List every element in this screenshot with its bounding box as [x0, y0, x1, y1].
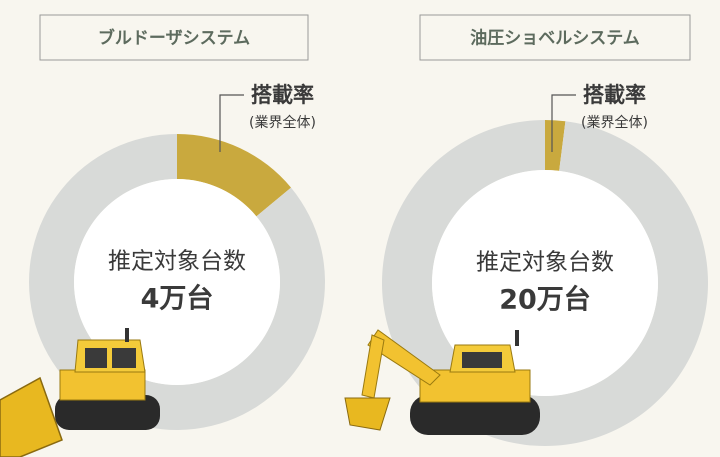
donut-slice	[545, 120, 566, 171]
chart-title: ブルドーザシステム	[98, 28, 250, 49]
bulldozer-illustration	[0, 328, 160, 457]
annotation: (業界全体)	[249, 114, 316, 131]
title-box	[419, 14, 691, 61]
title-box	[39, 14, 309, 61]
excavator-illustration	[344, 329, 540, 435]
center-label: 推定対象台数	[476, 250, 614, 276]
annotation-leader	[551, 94, 576, 152]
chart-title: 油圧ショベルシステム	[470, 28, 640, 49]
donut-hole	[432, 170, 658, 396]
slice-label: 搭載率	[251, 83, 314, 107]
slice-label: 搭載率	[583, 83, 646, 107]
center-value: 20万台	[499, 284, 591, 316]
machines	[0, 328, 540, 457]
annotation-leader	[219, 94, 244, 152]
center-value: 4万台	[141, 283, 214, 315]
annotation: (業界全体)	[581, 114, 648, 131]
donut-slice	[177, 134, 292, 217]
center-label: 推定対象台数	[108, 249, 246, 275]
